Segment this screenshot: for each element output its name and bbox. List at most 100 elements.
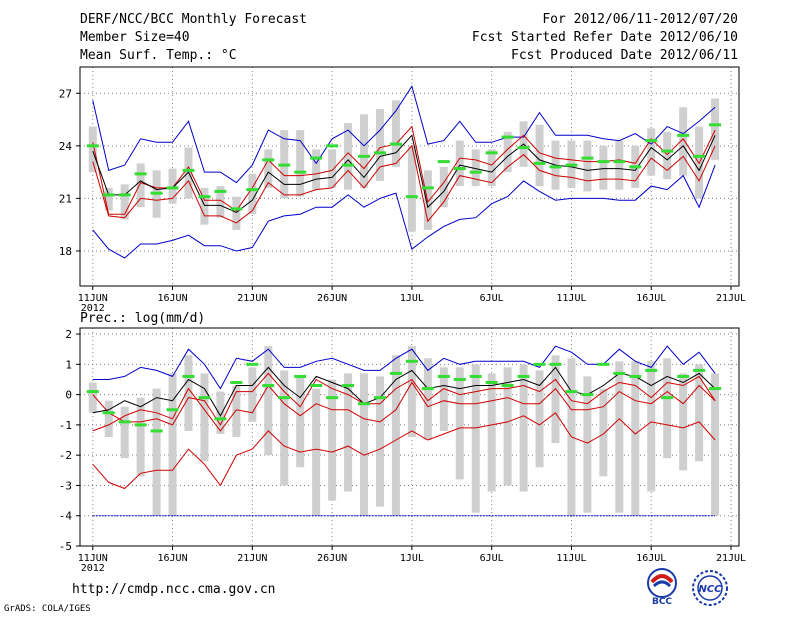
panel1-plot-frame <box>79 66 740 287</box>
panel1-range-box <box>679 107 688 176</box>
panel2-x-tick-label: 26JUN <box>317 553 347 564</box>
panel2-x-tick-label: 6JUL <box>480 553 504 564</box>
source-url[interactable]: http://cmdp.ncc.cma.gov.cn <box>72 582 276 597</box>
panel2-forecast-marker <box>389 371 402 375</box>
panel1-range-box <box>136 163 145 208</box>
panel2-forecast-marker <box>517 374 530 378</box>
panel2-forecast-marker <box>565 390 578 394</box>
panel1-forecast-marker <box>182 168 195 172</box>
panel2-series-min <box>92 412 716 490</box>
panel2-range-box <box>439 367 448 431</box>
panel2-forecast-marker <box>166 408 179 412</box>
panel1-forecast-marker <box>613 160 626 164</box>
panel2-forecast-marker <box>597 362 610 366</box>
panel2-forecast-marker <box>453 377 466 381</box>
panel2-range-box <box>168 373 177 516</box>
panel1-range-box <box>471 149 480 187</box>
panel2-forecast-marker <box>709 387 722 391</box>
panel1-forecast-marker <box>597 160 610 164</box>
bcc-logo: BCC <box>647 568 677 606</box>
panel2-range-box <box>248 367 257 422</box>
panel1-forecast-marker <box>405 195 418 199</box>
panel2-range-box <box>695 364 704 462</box>
panel1-forecast-marker <box>230 207 243 211</box>
panel1-series-max <box>92 85 716 184</box>
panel1-forecast-marker <box>326 144 339 148</box>
panel2-range-box <box>631 361 640 516</box>
panel1-series-median <box>92 134 716 213</box>
panel2-forecast-marker <box>405 359 418 363</box>
panel1-x-tick-label: 11JUN <box>78 293 108 304</box>
panel1-y-tick-label: 27 <box>59 87 72 100</box>
panel1-series-p_lower <box>92 144 716 224</box>
panel2-range-box <box>663 358 672 459</box>
panel2-y-tick-label: -1 <box>59 419 72 432</box>
panel1-x-tick-label: 26JUN <box>317 293 347 304</box>
panel1-forecast-marker <box>246 188 259 192</box>
panel2-range-box <box>615 361 624 513</box>
panel1-forecast-marker <box>214 189 227 193</box>
panel2-forecast-marker <box>485 381 498 384</box>
panel2-range-box <box>503 367 512 486</box>
panel2-range-box <box>152 388 161 516</box>
panel1-forecast-marker <box>262 158 275 162</box>
panel2-x-tick-label: 1JUL <box>400 553 424 564</box>
panel2-range-box <box>264 346 273 456</box>
panel2-range-box <box>551 355 560 444</box>
panel2-range-box <box>679 373 688 471</box>
panel1-range-box <box>599 145 608 190</box>
panel1-range-box <box>360 114 369 188</box>
panel2-range-box <box>647 361 656 492</box>
panel1-forecast-marker <box>198 195 211 199</box>
panel2-forecast-marker <box>294 374 307 378</box>
panel1-forecast-marker <box>342 163 355 167</box>
panel1-range-box <box>487 149 496 187</box>
panel2-y-tick-label: -2 <box>59 449 72 462</box>
panel2-forecast-marker <box>677 374 690 378</box>
panel1-forecast-marker <box>645 139 658 143</box>
panel2-series-p_lower <box>92 381 716 432</box>
panel1-range-box <box>232 196 241 230</box>
panel2-forecast-marker <box>629 374 642 378</box>
panel1-range-box <box>344 123 353 190</box>
panel2-forecast-marker <box>501 384 514 388</box>
panel2-range-box <box>328 379 337 501</box>
panel2-forecast-marker <box>118 420 131 424</box>
panel2-forecast-marker <box>469 374 482 378</box>
panel1-forecast-marker <box>373 151 386 155</box>
panel2-y-tick-label: -5 <box>59 540 72 553</box>
panel1-range-box <box>439 166 448 208</box>
panel2-x-tick-label: 11JUN <box>78 553 108 564</box>
panel1-x-tick-label: 6JUL <box>480 293 504 304</box>
panel2-series-median <box>92 366 716 417</box>
panel2-range-box <box>120 406 129 459</box>
panel1-x-tick-label: 16JUL <box>636 293 666 304</box>
panel2-x-tick-label: 21JUN <box>237 553 267 564</box>
ncc-logo: NCC <box>692 570 728 606</box>
panel1-range-box <box>296 130 305 197</box>
panel1-forecast-marker <box>549 165 562 169</box>
panel1-forecast-marker <box>437 160 450 164</box>
panel1-x-tick-label: 11JUL <box>556 293 586 304</box>
panel2-range-box <box>407 346 416 437</box>
panel2-forecast-marker <box>102 411 115 415</box>
panel1-range-box <box>88 126 97 173</box>
panel1-forecast-marker <box>389 142 402 146</box>
panel1-forecast-marker <box>421 186 434 190</box>
panel1-forecast-marker <box>134 172 147 176</box>
panel2-series-max <box>92 345 716 390</box>
panel1-range-box <box>711 98 720 160</box>
panel2-forecast-marker <box>262 384 275 388</box>
panel2-range-box <box>344 373 353 492</box>
panel1-range-box <box>200 187 209 225</box>
panel1-range-box <box>120 184 129 220</box>
panel2-range-box <box>455 367 464 480</box>
panel2-forecast-marker <box>421 387 434 391</box>
panel2-range-box <box>232 385 241 437</box>
panel1-forecast-marker <box>485 151 498 155</box>
panel2-forecast-marker <box>549 362 562 366</box>
panel1-range-box <box>312 149 321 190</box>
panel2-forecast-marker <box>182 374 195 378</box>
panel2-forecast-marker <box>358 402 371 406</box>
